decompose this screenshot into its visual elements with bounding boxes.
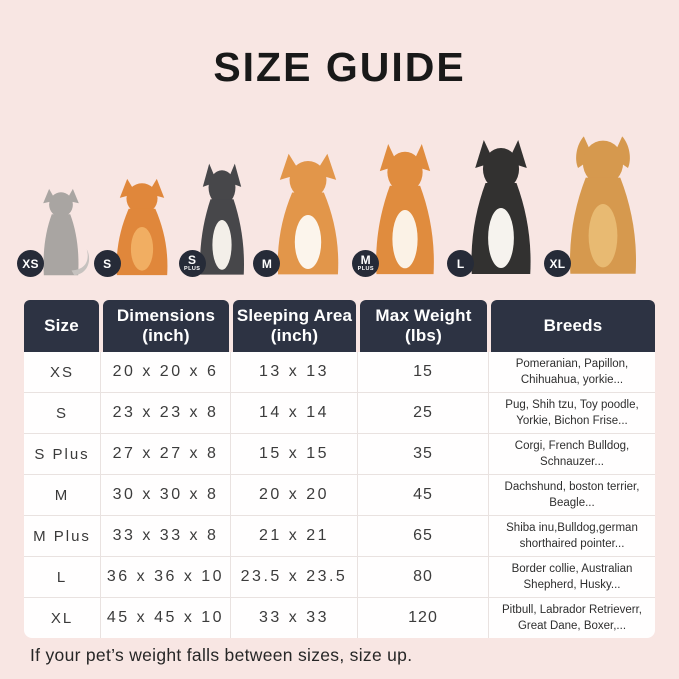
col-header-text: Breeds	[543, 316, 603, 336]
cell-sleeping-area: 14 x 14	[231, 393, 358, 433]
col-header-text: Sleeping Area	[236, 306, 353, 326]
cell-max-weight: 35	[358, 434, 489, 474]
cell-size: XS	[24, 352, 101, 392]
badge-label: M	[360, 253, 371, 268]
cell-dimensions: 45 x 45 x 10	[101, 598, 231, 638]
cell-max-weight: 15	[358, 352, 489, 392]
table-row-l: L 36 x 36 x 10 23.5 x 23.5 80 Border col…	[24, 557, 655, 598]
col-header-subtext: (inch)	[270, 326, 319, 345]
col-header-text: Dimensions	[116, 306, 216, 326]
cell-dimensions: 23 x 23 x 8	[101, 393, 231, 433]
cell-max-weight: 120	[358, 598, 489, 638]
table-row-m-plus: M Plus 33 x 33 x 8 21 x 21 65 Shiba inu,…	[24, 516, 655, 557]
animal-corgi: M	[253, 152, 352, 278]
cell-max-weight: 25	[358, 393, 489, 433]
badge-label: XS	[22, 256, 39, 271]
col-header-subtext: (lbs)	[405, 326, 442, 345]
cell-dimensions: 20 x 20 x 6	[101, 352, 231, 392]
badge-label: S	[188, 253, 197, 268]
size-badge-s: S	[93, 250, 121, 277]
dog-silhouette-icon	[278, 153, 339, 275]
table-row-s-plus: S Plus 27 x 27 x 8 15 x 15 35 Corgi, Fre…	[24, 434, 655, 475]
col-header-size: Size	[24, 300, 99, 352]
size-table: Size Dimensions (inch) Sleeping Area (in…	[24, 300, 655, 638]
cell-breeds: Pomeranian, Papillon, Chihuahua, yorkie.…	[515, 357, 629, 386]
size-badge-l: L	[447, 250, 475, 277]
dog-silhouette-icon	[376, 143, 435, 275]
cell-max-weight: 45	[358, 475, 489, 515]
cat-silhouette-icon	[43, 188, 90, 276]
animal-shiba-inu: M PLUS	[352, 142, 447, 278]
col-header-breeds: Breeds	[491, 300, 655, 352]
table-row-m: M 30 x 30 x 8 20 x 20 45 Dachshund, bost…	[24, 475, 655, 516]
col-header-text: Size	[44, 316, 79, 336]
col-header-subtext: (inch)	[142, 326, 190, 345]
page-title: SIZE GUIDE	[213, 44, 466, 90]
col-header-sleeping-area: Sleeping Area (inch)	[233, 300, 356, 352]
cell-breeds: Pitbull, Labrador Retrieverr, Great Dane…	[502, 603, 642, 632]
badge-label: XL	[549, 256, 566, 271]
cell-breeds: Dachshund, boston terrier, Beagle...	[504, 480, 640, 509]
size-badge-m: M	[253, 250, 281, 277]
animal-border-collie: L	[447, 138, 544, 278]
cell-breeds: Shiba inu,Bulldog,german shorthaired poi…	[506, 521, 638, 550]
badge-label: M	[261, 256, 273, 271]
cell-sleeping-area: 21 x 21	[231, 516, 358, 556]
table-header-row: Size Dimensions (inch) Sleeping Area (in…	[24, 300, 655, 352]
size-badge-m-plus: M PLUS	[352, 250, 380, 277]
cell-max-weight: 65	[358, 516, 489, 556]
col-header-max-weight: Max Weight (lbs)	[360, 300, 487, 352]
animal-golden-retriever: XL	[543, 130, 651, 278]
cell-dimensions: 27 x 27 x 8	[101, 434, 231, 474]
cell-max-weight: 80	[358, 557, 489, 597]
cell-size: XL	[24, 598, 101, 638]
cell-sleeping-area: 13 x 13	[231, 352, 358, 392]
pet-size-lineup: XS S	[17, 128, 651, 278]
cell-dimensions: 33 x 33 x 8	[101, 516, 231, 556]
cell-breeds: Pug, Shih tzu, Toy poodle, Yorkie, Bicho…	[505, 398, 639, 427]
table-row-s: S 23 x 23 x 8 14 x 14 25 Pug, Shih tzu, …	[24, 393, 655, 434]
col-header-text: Max Weight	[375, 306, 472, 326]
sizing-note: If your pet’s weight falls between sizes…	[30, 645, 413, 665]
cell-dimensions: 30 x 30 x 8	[101, 475, 231, 515]
cell-size: M	[24, 475, 101, 515]
cell-sleeping-area: 20 x 20	[231, 475, 358, 515]
dog-silhouette-icon	[199, 163, 244, 275]
cell-breeds: Corgi, French Bulldog, Schnauzer...	[514, 439, 630, 468]
dog-silhouette-icon	[116, 178, 168, 276]
dog-silhouette-icon	[569, 136, 636, 274]
cell-size: L	[24, 557, 101, 597]
col-header-dimensions: Dimensions (inch)	[103, 300, 229, 352]
cell-breeds: Border collie, Australian Shepherd, Husk…	[511, 562, 633, 591]
cell-size: S	[24, 393, 101, 433]
size-badge-xs: XS	[17, 250, 44, 277]
size-badge-s-plus: S PLUS	[178, 250, 206, 277]
badge-label: L	[456, 256, 465, 271]
badge-sublabel: PLUS	[184, 266, 201, 273]
badge-label: S	[103, 256, 112, 271]
animal-grey-cat: XS	[17, 182, 94, 278]
cell-sleeping-area: 33 x 33	[231, 598, 358, 638]
cell-sleeping-area: 23.5 x 23.5	[231, 557, 358, 597]
cell-size: M Plus	[24, 516, 101, 556]
dog-silhouette-icon	[471, 140, 531, 274]
table-body: XS 20 x 20 x 6 13 x 13 15 Pomeranian, Pa…	[24, 352, 655, 638]
animal-pomeranian: S	[93, 176, 179, 278]
table-row-xl: XL 45 x 45 x 10 33 x 33 120 Pitbull, Lab…	[24, 598, 655, 638]
animal-french-bulldog: S PLUS	[178, 162, 254, 278]
table-row-xs: XS 20 x 20 x 6 13 x 13 15 Pomeranian, Pa…	[24, 352, 655, 393]
cell-size: S Plus	[24, 434, 101, 474]
cell-sleeping-area: 15 x 15	[231, 434, 358, 474]
badge-sublabel: PLUS	[357, 266, 374, 273]
size-badge-xl: XL	[543, 250, 571, 277]
cell-dimensions: 36 x 36 x 10	[101, 557, 231, 597]
